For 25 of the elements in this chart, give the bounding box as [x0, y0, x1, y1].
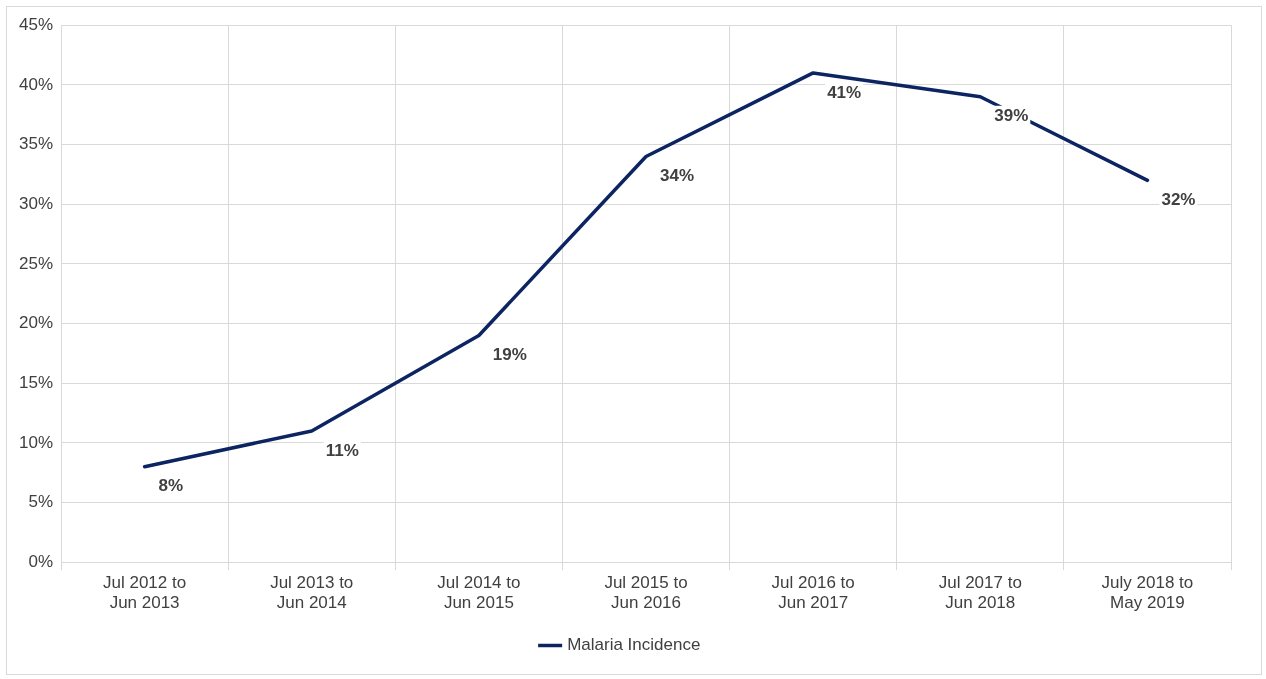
y-tick-label: 35%	[18, 134, 54, 154]
y-tick-label: 0%	[28, 551, 54, 571]
y-tick-label: 45%	[18, 14, 54, 34]
x-tick-label: Jul 2016 to Jun 2017	[771, 573, 855, 613]
y-tick-label: 10%	[18, 432, 54, 452]
y-tick-label: 5%	[28, 492, 54, 512]
text: 34%	[660, 166, 695, 186]
y-tick-label: 15%	[18, 372, 54, 392]
x-tick-label: Jul 2014 to Jun 2015	[437, 573, 521, 613]
x-tick-label: Jul 2012 to Jun 2013	[103, 573, 187, 613]
y-tick-label: 40%	[18, 74, 54, 94]
y-tick-label: 20%	[18, 313, 54, 333]
text: 32%	[1161, 190, 1196, 210]
y-tick-label: 30%	[18, 193, 54, 213]
x-tick-label: July 2018 to May 2019	[1101, 573, 1194, 613]
x-tick-label: Jul 2017 to Jun 2018	[938, 573, 1022, 613]
x-tick-label: Jul 2015 to Jun 2016	[604, 573, 688, 613]
legend-label: Malaria Incidence	[567, 635, 701, 655]
text: 19%	[492, 345, 527, 365]
text: 8%	[158, 476, 184, 496]
text: 41%	[827, 82, 862, 102]
text: 11%	[325, 440, 359, 460]
text: 39%	[994, 106, 1029, 126]
x-tick-label: Jul 2013 to Jun 2014	[270, 573, 354, 613]
y-tick-label: 25%	[18, 253, 54, 273]
